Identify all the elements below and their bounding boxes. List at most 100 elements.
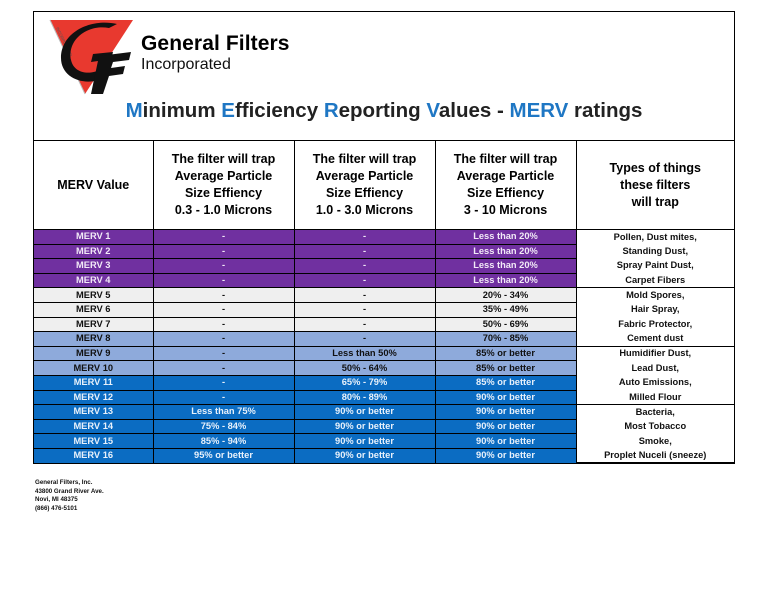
table-row: MERV 11-65% - 79% 85% or better Auto Emiss… [34,375,734,391]
header-merv-value: MERV Value [34,141,154,230]
efficiency-3-10-cell: Less than 20% [435,244,577,260]
table-row: MERV 7- -50% - 69% Fabric Protector, [34,317,734,333]
title-text: eporting [338,99,427,122]
efficiency-3-10-cell: 90% or better [435,404,577,420]
merv-value-cell: MERV 13 [34,404,154,420]
document-header: INCORPORATED General Filters Incorporate… [34,12,734,141]
header-types-trapped: Types of things these filters will trap [576,141,734,230]
efficiency-3-10-cell: 70% - 85% [435,331,577,347]
table-row: MERV 13 Less than 75% 90% or better 90% or … [34,404,734,420]
trapped-types-cell: Carpet Fibers [576,273,734,289]
efficiency-1-0-3-0-cell: - [294,287,436,303]
header-line: 3 - 10 Microns [463,203,548,217]
merv-value-cell: MERV 9 [34,346,154,362]
address-line: General Filters, Inc. [35,479,93,486]
trapped-types-cell: Fabric Protector, [576,317,734,332]
header-0-3-1-0-microns: The filter will trap Average Particle Size… [153,141,295,230]
header-line: Average Particle [174,169,273,183]
efficiency-1-0-3-0-cell: - [294,229,436,245]
table-row: MERV 16 95% or better 90% or better 90% or … [34,448,734,464]
trapped-types-cell: Lead Dust, [576,360,734,376]
merv-value-cell: MERV 3 [34,258,154,274]
title-accent-text: M [125,99,143,122]
efficiency-1-0-3-0-cell: - [294,244,436,260]
table-row: MERV 5- -20% - 34% Mold Spores, [34,287,734,303]
trapped-types-cell: Milled Flour [576,390,734,406]
efficiency-0-3-1-0-cell: - [153,346,295,362]
title-accent-text: E [221,99,235,122]
efficiency-0-3-1-0-cell: - [153,273,295,289]
trapped-types-cell: Auto Emissions, [576,375,734,391]
header-line: Average Particle [456,169,555,183]
table-row: MERV 15 85% - 94% 90% or better 90% or bett… [34,433,734,449]
header-line: 1.0 - 3.0 Microns [315,203,414,217]
efficiency-3-10-cell: 90% or better [435,419,577,435]
title-accent-text: MERV [509,99,569,122]
table-row: MERV 8- -70% - 85% Cement dust [34,331,734,347]
header-line: will trap [631,194,679,209]
table-row: MERV 10-50% - 64% 85% or better Lead Dust, [34,360,734,376]
title-text: fficiency [234,99,324,122]
general-filters-logo-icon: INCORPORATED [49,19,133,95]
header-line: Size Effiency [184,186,263,200]
efficiency-3-10-cell: 85% or better [435,346,577,362]
efficiency-3-10-cell: Less than 20% [435,229,577,245]
table-row: MERV 12-80% - 89% 90% or better Milled Flo… [34,390,734,406]
table-body: MERV 1- - Less than 20% Pollen, Dust mites,… [34,229,734,464]
efficiency-0-3-1-0-cell: - [153,317,295,333]
header-line: MERV Value [57,177,130,192]
header-line: Average Particle [315,169,414,183]
table-row: MERV 3- - Less than 20% Spray Paint Dust, [34,258,734,274]
efficiency-0-3-1-0-cell: - [153,258,295,274]
efficiency-1-0-3-0-cell: Less than 50% [294,346,436,362]
efficiency-0-3-1-0-cell: - [153,390,295,406]
merv-value-cell: MERV 8 [34,331,154,347]
efficiency-1-0-3-0-cell: 65% - 79% [294,375,436,391]
company-name: General Filters [141,32,290,55]
header-line: these filters [620,177,691,192]
efficiency-0-3-1-0-cell: - [153,331,295,347]
efficiency-0-3-1-0-cell: - [153,229,295,245]
merv-value-cell: MERV 10 [34,360,154,376]
header-line: The filter will trap [453,152,558,166]
trapped-types-cell: Proplet Nuceli (sneeze) [576,448,734,464]
table-row: MERV 4- - Less than 20% Carpet Fibers [34,273,734,289]
merv-value-cell: MERV 6 [34,302,154,318]
efficiency-1-0-3-0-cell: 90% or better [294,419,436,435]
table-row: MERV 14 75% - 84% 90% or better 90% or bett… [34,419,734,435]
efficiency-3-10-cell: Less than 20% [435,258,577,274]
efficiency-1-0-3-0-cell: 80% - 89% [294,390,436,406]
efficiency-0-3-1-0-cell: 85% - 94% [153,433,295,449]
efficiency-0-3-1-0-cell: Less than 75% [153,404,295,420]
efficiency-3-10-cell: 90% or better [435,433,577,449]
trapped-types-cell: Pollen, Dust mites, [576,229,734,245]
table-row: MERV 9- Less than 50% 85% or better Humidif… [34,346,734,362]
efficiency-3-10-cell: 85% or better [435,375,577,391]
company-address: General Filters, Inc. 43800 Grand River A… [35,479,104,513]
document-title: Minimum Efficiency Reporting Values - ME… [34,99,734,123]
table-header-row: MERV Value The filter will trap Average Pa… [34,141,734,230]
address-line: (866) 476-5101 [35,504,78,512]
table-row: MERV 2- - Less than 20% Standing Dust, [34,244,734,260]
trapped-types-cell: Bacteria, [576,404,734,420]
header-1-0-3-0-microns: The filter will trap Average Particle Size… [294,141,436,230]
header-3-10-microns: The filter will trap Average Particle Size… [435,141,577,230]
efficiency-3-10-cell: 35% - 49% [435,302,577,318]
title-text: alues - [438,99,510,122]
efficiency-3-10-cell: Less than 20% [435,273,577,289]
merv-value-cell: MERV 14 [34,419,154,435]
trapped-types-cell: Cement dust [576,331,734,347]
efficiency-0-3-1-0-cell: - [153,244,295,260]
address-line: 43800 Grand River Ave. [35,487,104,495]
company-block: General Filters Incorporated [141,32,290,74]
merv-value-cell: MERV 11 [34,375,154,391]
efficiency-1-0-3-0-cell: - [294,258,436,274]
title-accent-text: V [426,99,439,122]
title-text: ratings [568,99,643,122]
merv-value-cell: MERV 1 [34,229,154,245]
efficiency-3-10-cell: 90% or better [435,448,577,463]
merv-value-cell: MERV 12 [34,390,154,406]
title-accent-text: R [323,99,339,122]
merv-value-cell: MERV 7 [34,317,154,333]
trapped-types-cell: Humidifier Dust, [576,346,734,361]
